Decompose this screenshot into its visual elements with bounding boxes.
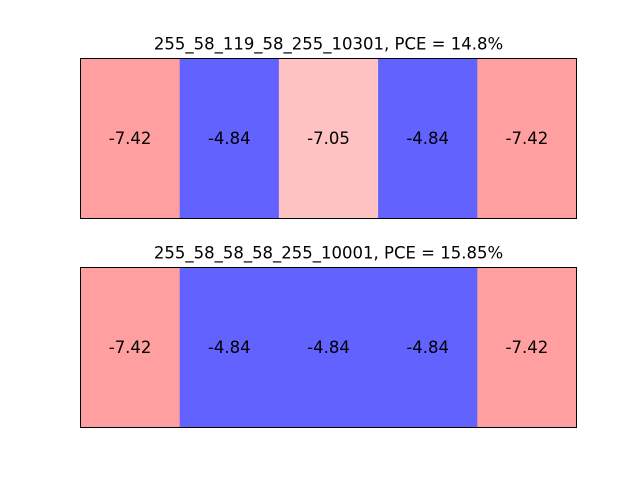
cell-value-label: -4.84	[406, 338, 449, 357]
panel-frame	[80, 58, 577, 219]
heatmap-cell	[477, 58, 577, 219]
heatmap-cell	[378, 58, 478, 219]
heatmap-panel-2: 255_58_58_58_255_10001, PCE = 15.85% -7.4…	[80, 244, 577, 428]
panel-title: 255_58_119_58_255_10301, PCE = 14.8%	[154, 35, 503, 55]
heatmap-cell	[477, 267, 577, 428]
heatmap-cell	[278, 58, 379, 219]
panel-frame	[80, 267, 577, 428]
heatmap-panel-1: 255_58_119_58_255_10301, PCE = 14.8% -7.4…	[80, 35, 577, 219]
cell-value-label: -4.84	[208, 338, 251, 357]
heatmap-cell	[179, 58, 280, 219]
cell-value-label: -4.84	[307, 338, 350, 357]
heatmap-cell	[80, 267, 181, 428]
panel-title: 255_58_58_58_255_10001, PCE = 15.85%	[154, 244, 503, 264]
heatmap-cell	[278, 267, 379, 428]
cell-value-label: -4.84	[406, 129, 449, 148]
heatmap-cell	[80, 58, 181, 219]
cell-value-label: -7.05	[307, 129, 350, 148]
cell-value-label: -7.42	[506, 129, 549, 148]
heatmap-cell	[378, 267, 478, 428]
heatmap-cell	[179, 267, 280, 428]
cell-value-label: -4.84	[208, 129, 251, 148]
cell-value-label: -7.42	[506, 338, 549, 357]
cell-value-label: -7.42	[109, 338, 152, 357]
cell-value-label: -7.42	[109, 129, 152, 148]
